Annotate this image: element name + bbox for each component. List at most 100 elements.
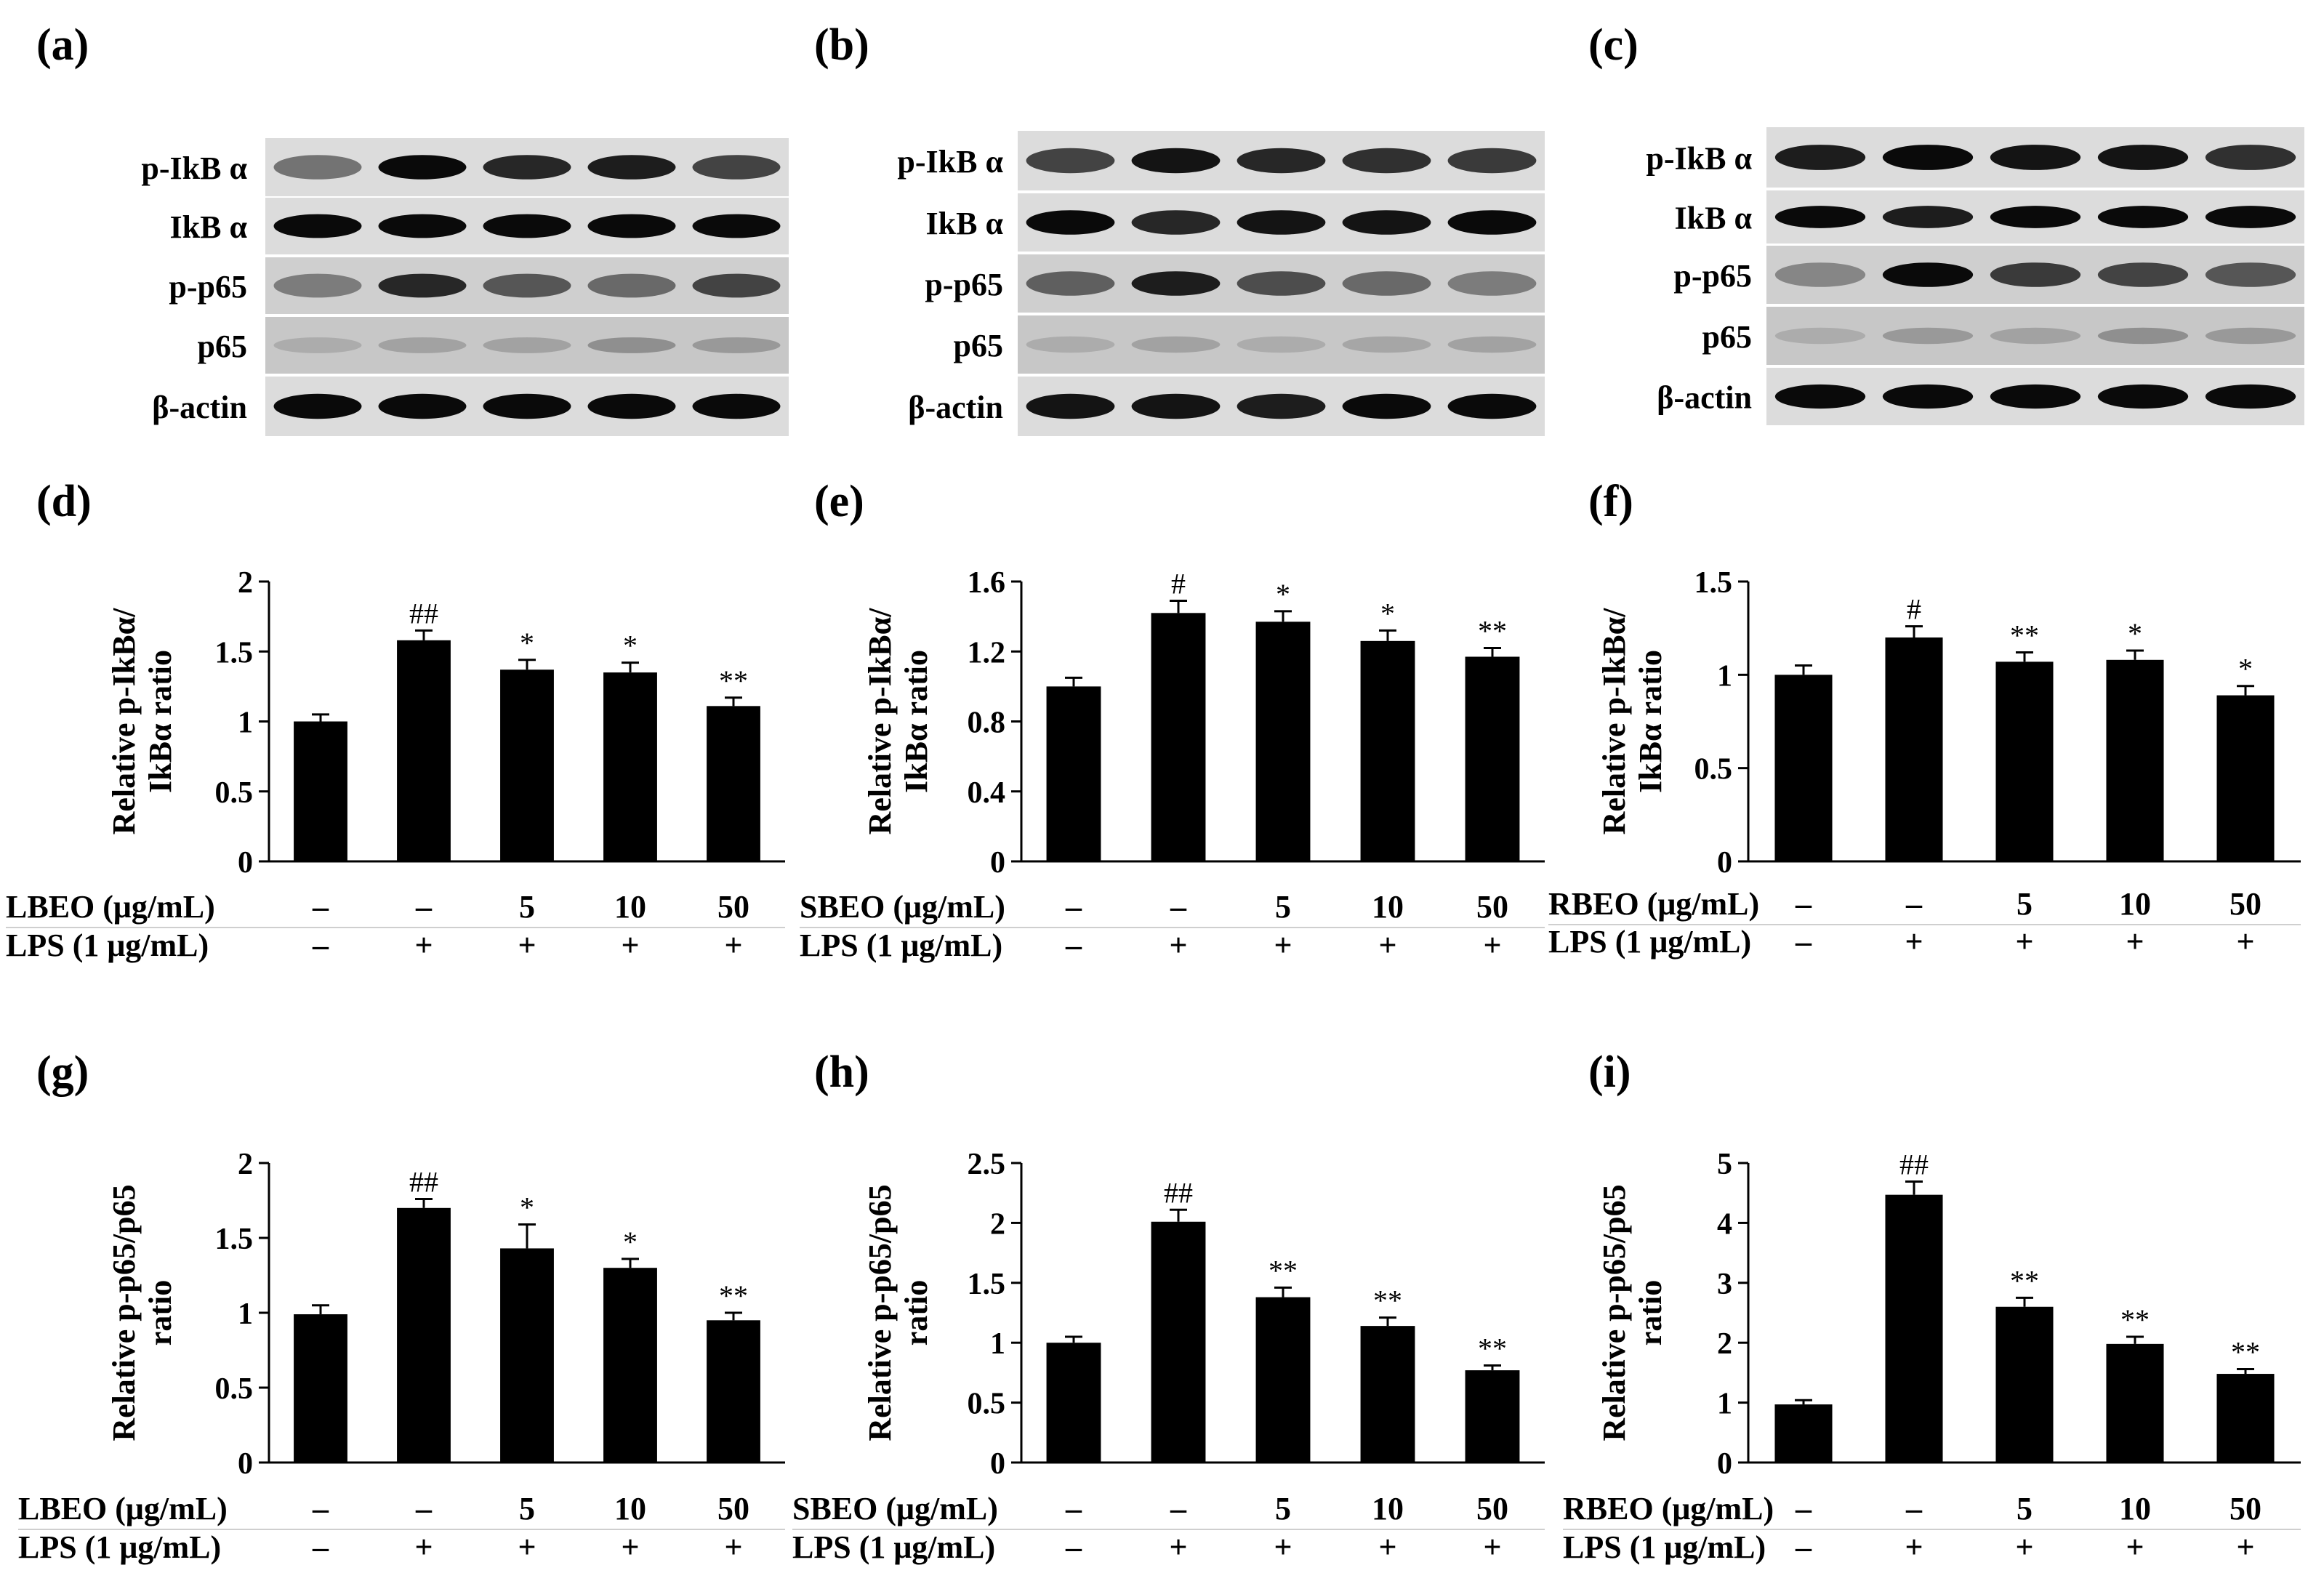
significance-marker: ## [409, 1165, 438, 1198]
blot-row-label: p65 [198, 329, 247, 364]
blot-band [2097, 206, 2189, 228]
blot-band [1882, 262, 1974, 287]
lps-value: – [1795, 924, 1812, 960]
lps-label: LPS (1 μg/mL) [792, 1529, 995, 1565]
blot-row-label: β-actin [908, 390, 1003, 425]
bar [294, 721, 347, 861]
y-tick-label: 1.5 [1694, 566, 1733, 600]
panel-letter: (f) [1588, 477, 1633, 526]
significance-marker: * [2128, 617, 2142, 650]
blot-band [1237, 393, 1326, 419]
bar [1046, 686, 1101, 861]
lps-value: – [1065, 1529, 1082, 1565]
lps-value: + [724, 928, 742, 963]
blot-band [587, 393, 676, 419]
blot-band [2205, 384, 2296, 409]
blot-band [1447, 336, 1537, 353]
y-tick-label: 0 [990, 846, 1005, 880]
bar [500, 1248, 554, 1463]
y-axis-label: Relative p-IkBα/ [1596, 608, 1632, 835]
y-tick-label: 0.5 [968, 1388, 1006, 1421]
blot-band [587, 155, 676, 180]
significance-marker: ## [1164, 1176, 1193, 1209]
blot-band [1026, 148, 1115, 174]
blot-band [1990, 327, 2081, 345]
y-tick-label: 0.5 [1694, 753, 1733, 786]
blot-band [378, 214, 467, 238]
blot-band [2205, 206, 2296, 228]
blot-band [1447, 393, 1537, 419]
lps-value: + [2015, 924, 2033, 960]
lps-value: + [1274, 928, 1292, 963]
blot-band [2205, 262, 2296, 287]
lps-value: + [1169, 1529, 1187, 1565]
blot-band [1342, 148, 1431, 174]
panel-letter: (e) [814, 477, 864, 526]
treatment-value: 5 [2017, 886, 2033, 922]
y-axis-label: Relative p-p65/p65 [1596, 1184, 1632, 1441]
treatment-value: – [1065, 1491, 1082, 1526]
lps-label: LPS (1 μg/mL) [1548, 924, 1751, 960]
blot-band [1237, 336, 1326, 353]
blot-row-label: p65 [954, 328, 1003, 363]
significance-marker: # [1907, 593, 1921, 626]
y-tick-label: 1 [990, 1327, 1005, 1361]
treatment-value: – [415, 889, 433, 925]
blot-band [587, 337, 676, 353]
y-tick-label: 1.5 [215, 1223, 254, 1256]
treatment-value: 50 [717, 1491, 749, 1526]
blot-band [483, 273, 571, 298]
blot-band [1774, 384, 1866, 409]
panel-letter: (a) [36, 20, 89, 70]
western-blot-1: (b) p-IkB α IkB α p-p65 p65 β-actin [814, 20, 1545, 436]
bar [1995, 1306, 2054, 1463]
treatment-value: 10 [2119, 1491, 2151, 1526]
blot-band [273, 155, 362, 180]
bar [1465, 1370, 1520, 1463]
blot-band [1990, 262, 2081, 287]
blot-band [1026, 210, 1115, 235]
lps-value: + [2126, 924, 2144, 960]
lps-value: – [312, 928, 329, 963]
bar [2216, 1374, 2275, 1463]
significance-marker: ** [2120, 1303, 2150, 1336]
y-tick-label: 2 [1717, 1327, 1732, 1361]
blot-band [1237, 148, 1326, 174]
western-blot-0: (a) p-IkB α IkB α p-p65 p65 β-actin [36, 20, 789, 436]
significance-marker: * [623, 1226, 638, 1258]
lps-label: LPS (1 μg/mL) [800, 928, 1002, 963]
blot-band [483, 393, 571, 419]
treatment-label: LBEO (μg/mL) [18, 1491, 228, 1526]
significance-marker: * [520, 627, 534, 659]
significance-marker: ** [719, 664, 748, 697]
blot-band [273, 214, 362, 238]
lps-value: + [414, 1529, 433, 1565]
blot-band [2097, 145, 2189, 170]
blot-row-label: p-p65 [169, 269, 247, 305]
y-axis-label: Relative p-IkBα/ [862, 608, 898, 835]
treatment-value: – [1795, 886, 1812, 922]
significance-marker: ** [1478, 614, 1507, 647]
bar-chart-1: (e) 0 0.4 0.8 1.2 1.6 Relative p-IkBα/IkBα rat… [800, 477, 1545, 963]
y-tick-label: 1 [238, 1298, 253, 1331]
treatment-value: 50 [2229, 886, 2261, 922]
blot-band [1882, 145, 1974, 170]
y-tick-label: 1 [1717, 1388, 1732, 1421]
bar [1774, 1404, 1833, 1463]
blot-band [1882, 327, 1974, 345]
blot-band [2205, 145, 2296, 170]
blot-band [1026, 271, 1115, 296]
y-axis-label: Relative p-p65/p65 [862, 1184, 898, 1441]
blot-band [1342, 393, 1431, 419]
blot-band [2097, 327, 2189, 345]
y-tick-label: 1 [1717, 659, 1732, 693]
lps-value: + [621, 928, 639, 963]
bar [294, 1314, 347, 1463]
y-axis-label: ratio [142, 1280, 178, 1345]
lps-value: + [1905, 924, 1923, 960]
blot-band [2097, 384, 2189, 409]
blot-band [483, 337, 571, 353]
blot-band [1131, 210, 1221, 235]
blot-band [692, 273, 781, 298]
